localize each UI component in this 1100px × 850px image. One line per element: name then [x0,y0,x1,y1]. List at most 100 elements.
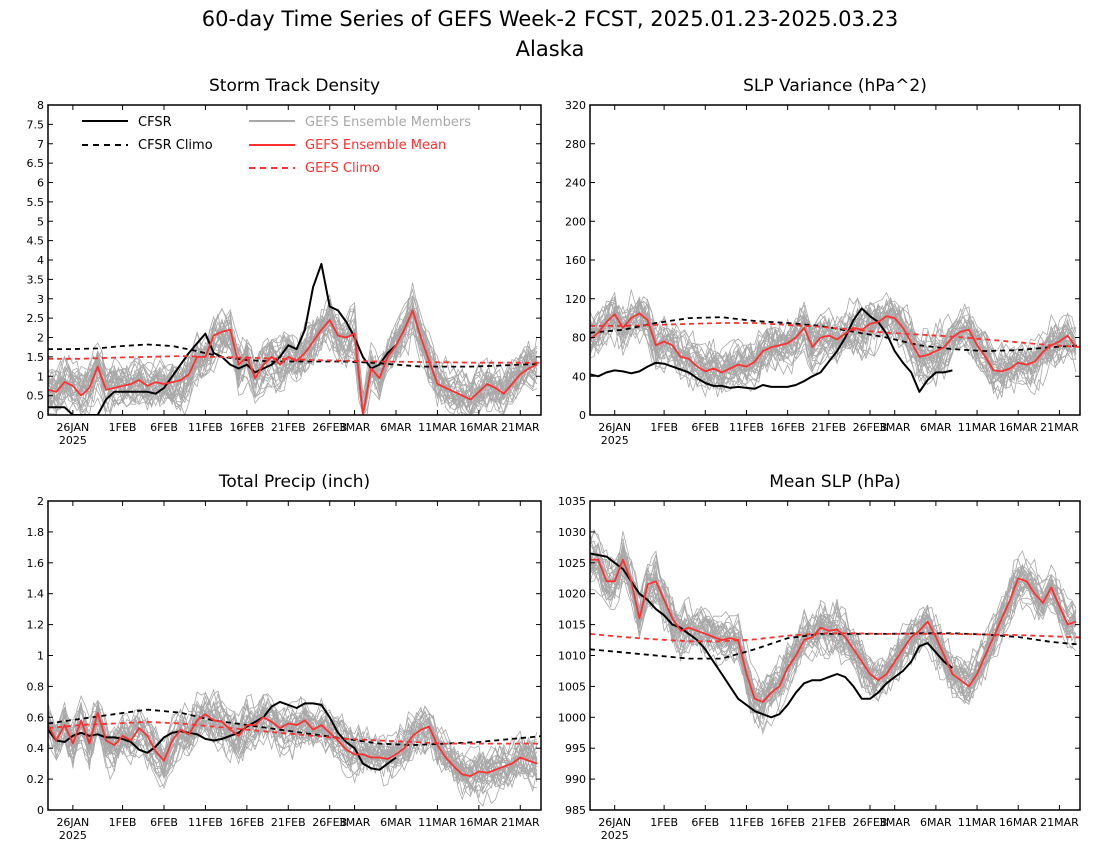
ensemble-members [590,289,1080,401]
series-cfsr-climo [48,343,541,368]
y-tick-label: 0.8 [27,680,45,693]
series-gefs-climo [590,322,1080,348]
y-tick-label: 0 [579,409,586,422]
legend-gefs-climo-label: GEFS Climo [305,161,380,176]
x-tick-label: 11MAR [418,816,457,829]
x-tick-label: 16FEB [770,816,805,829]
ensemble-member-line [590,308,1077,394]
y-tick-label: 1020 [558,588,586,601]
ensemble-member-line [590,557,1076,702]
ensemble-members [48,262,541,415]
x-tick-label: 16MAR [460,421,499,434]
x-tick-label: 6FEB [691,816,719,829]
x-tick-label: 3MAR [879,421,911,434]
x-tick-label: 21FEB [811,816,846,829]
x-year-label: 2025 [601,434,629,447]
y-tick-label: 2 [37,332,44,345]
ensemble-member-line [48,701,538,774]
y-tick-label: 4.5 [27,235,45,248]
y-tick-label: 200 [565,215,586,228]
y-tick-label: 0.4 [27,742,45,755]
y-tick-label: 3 [37,293,44,306]
y-tick-label: 1.2 [27,619,45,632]
panel-total-precip: Total Precip (inch) 0 0.2 0.4 0.6 0.8 1 1.2 1.4 1… [27,472,542,842]
ensemble-member-line [48,308,538,415]
x-tick-label: 6FEB [150,421,178,434]
y-tick-label: 2 [37,495,44,508]
x-tick-label: 21FEB [271,816,306,829]
x-tick-label: 11FEB [729,816,764,829]
x-tick-label: 16MAR [999,816,1038,829]
x-tick-label: 26FEB [312,816,347,829]
y-tick-label: 6 [37,177,44,190]
y-tick-label: 1.4 [27,588,45,601]
x-tick-label: 11MAR [958,816,997,829]
x-tick-label: 16MAR [999,421,1038,434]
y-tick-label: 1005 [558,680,586,693]
x-tick-label: 26FEB [853,816,888,829]
y-tick-label: 40 [572,370,586,383]
ensemble-member-line [48,307,538,415]
x-tick-label: 21MAR [1040,421,1079,434]
x-tick-label: 26JAN [598,421,631,434]
ensemble-member-line [48,695,538,807]
ensemble-member-line [590,298,1077,391]
ensemble-member-line [590,302,1077,392]
y-tick-label: 5 [37,215,44,228]
ensemble-members [48,688,541,807]
x-tick-label: 26JAN [56,816,89,829]
y-tick-label: 1.6 [27,557,45,570]
ensemble-member-line [590,552,1077,706]
panel-title: Mean SLP (hPa) [769,472,901,492]
y-tick-label: 120 [565,293,586,306]
y-tick-label: 990 [565,773,586,786]
series-gefs-climo [590,632,1080,643]
x-tick-label: 1FEB [109,421,137,434]
y-tick-label: 1030 [558,526,586,539]
figure-title: 60-day Time Series of GEFS Week-2 FCST, … [202,7,899,31]
y-tick-label: 6.5 [27,157,45,170]
panel-title: Storm Track Density [209,76,380,96]
y-tick-label: 0.6 [27,711,45,724]
ensemble-member-line [48,309,538,413]
y-tick-label: 280 [565,138,586,151]
x-tick-label: 1FEB [650,421,678,434]
ensemble-member-line [590,307,1077,385]
y-tick-label: 1.8 [27,526,45,539]
x-tick-label: 3MAR [879,816,911,829]
series-gefs-ensemble-mean [48,711,538,777]
x-tick-label: 16FEB [229,816,264,829]
panel-mean-slp: Mean SLP (hPa) 985 990 995 1000 1005 1010 1015 1… [558,472,1081,842]
y-tick-label: 0.5 [27,390,45,403]
series-gefs-ensemble-mean [590,312,1077,374]
y-tick-label: 1 [37,370,44,383]
ensemble-members [590,528,1080,735]
ensemble-member-line [48,697,538,783]
x-tick-label: 21FEB [811,421,846,434]
x-tick-label: 6MAR [380,816,412,829]
y-tick-label: 7.5 [27,118,45,131]
y-tick-label: 320 [565,99,586,112]
panel-title: SLP Variance (hPa^2) [743,76,927,96]
x-tick-label: 11MAR [958,421,997,434]
series-cfsr [590,552,953,719]
x-tick-label: 11FEB [188,421,223,434]
x-tick-label: 6MAR [920,816,952,829]
y-tick-label: 8 [37,99,44,112]
x-tick-label: 6FEB [150,816,178,829]
y-tick-label: 4 [37,254,44,267]
x-year-label: 2025 [59,434,87,447]
x-tick-label: 11FEB [729,421,764,434]
y-tick-label: 0.2 [27,773,45,786]
ensemble-member-line [590,306,1077,393]
y-tick-label: 1010 [558,650,586,663]
x-tick-label: 6FEB [691,421,719,434]
legend: CFSR CFSR Climo GEFS Ensemble Members GE… [82,115,471,176]
x-year-label: 2025 [59,829,87,842]
series-gefs-climo [48,721,541,745]
y-tick-label: 1.5 [27,351,45,364]
y-tick-label: 240 [565,177,586,190]
x-tick-label: 26JAN [56,421,89,434]
ensemble-member-line [590,564,1077,719]
